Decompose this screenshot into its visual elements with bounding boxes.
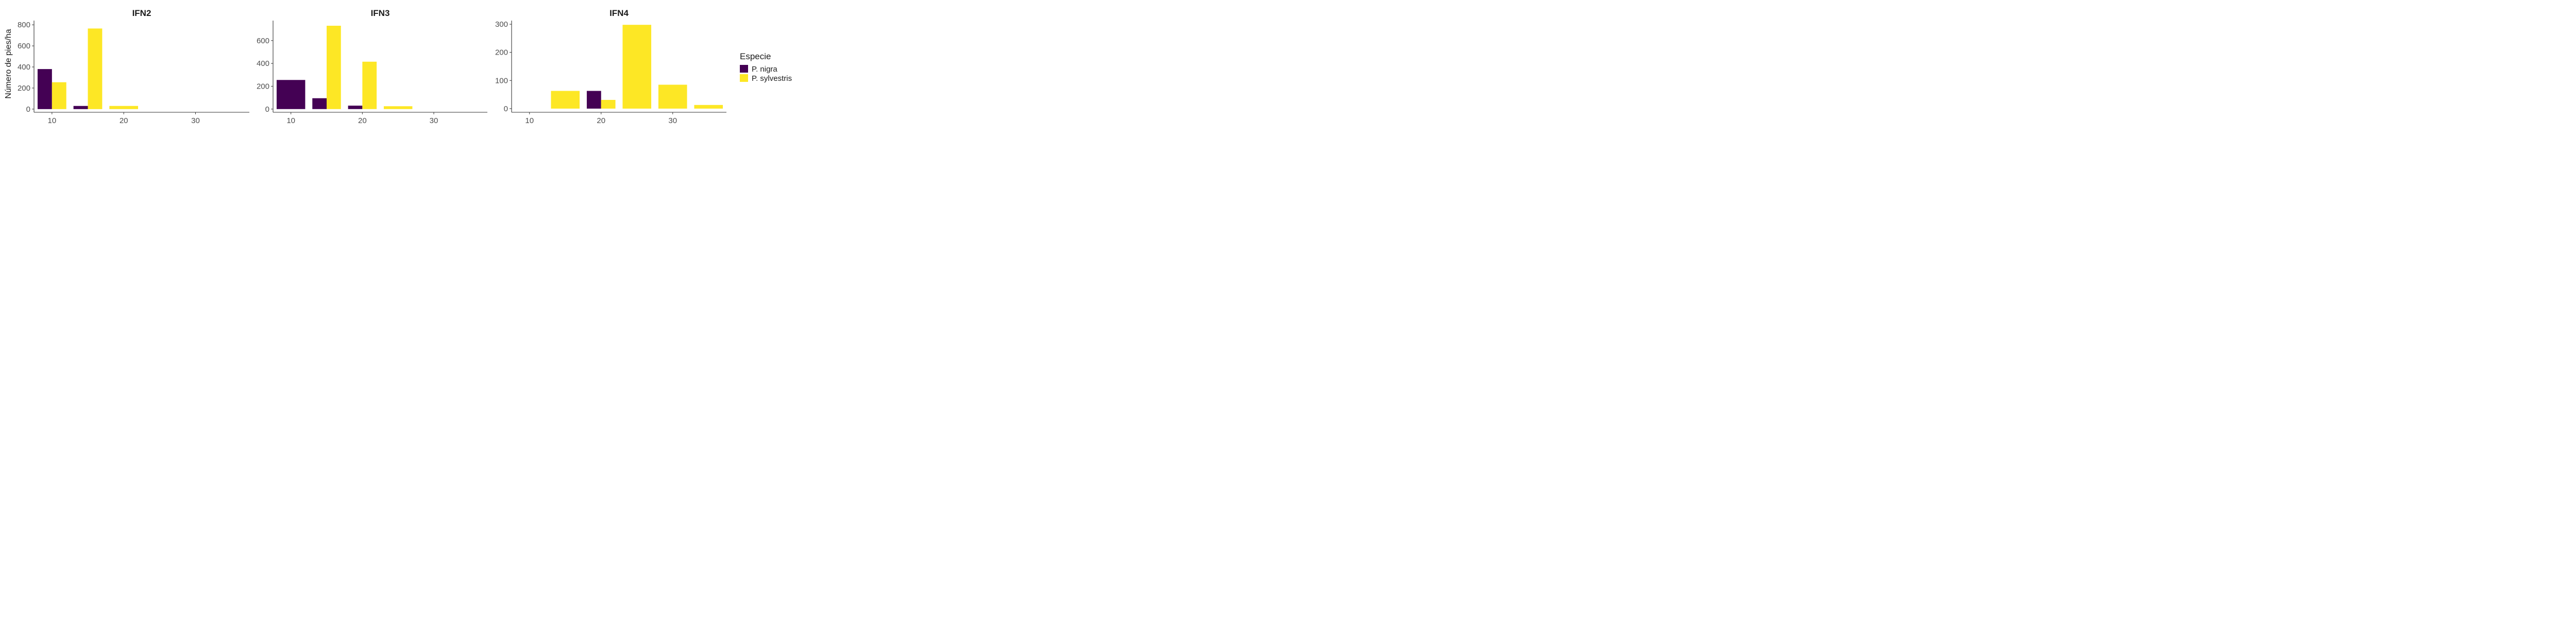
legend-label: P. sylvestris — [752, 74, 792, 83]
y-tick-label: 800 — [18, 21, 30, 29]
legend-key — [740, 74, 748, 82]
bar-p-nigra — [586, 91, 601, 109]
y-tick-label: 300 — [495, 20, 508, 29]
y-tick-label: 100 — [495, 76, 508, 85]
bar-p-nigra — [37, 69, 52, 109]
y-tick-label: 200 — [257, 82, 269, 91]
y-tick-label: 0 — [265, 105, 269, 114]
y-tick-label: 400 — [257, 59, 269, 68]
bar-p-sylvestris — [109, 106, 139, 109]
panel-ifn4: IFN4 0 100 200 300 10 20 30 — [495, 8, 726, 125]
bar-p-sylvestris — [694, 105, 723, 109]
x-tick-label: 30 — [191, 116, 200, 125]
panel-title: IFN4 — [609, 8, 629, 18]
bar-p-sylvestris — [327, 25, 341, 109]
bar-p-sylvestris — [622, 25, 652, 109]
panel-ifn2: IFN2 0 200 400 600 800 10 20 30 — [18, 8, 249, 125]
panel-title: IFN2 — [132, 8, 151, 18]
x-tick-label: 30 — [430, 116, 438, 125]
legend-key — [740, 65, 748, 73]
x-tick-label: 20 — [120, 116, 128, 125]
bar-p-nigra — [348, 106, 363, 109]
legend-label: P. nigra — [752, 65, 777, 74]
y-tick-label: 0 — [504, 105, 508, 113]
y-tick-label: 0 — [26, 105, 30, 114]
x-tick-label: 20 — [597, 116, 605, 125]
legend-title: Especie — [740, 52, 771, 61]
bar-p-sylvestris — [383, 106, 413, 109]
y-axis-title: Número de pies/ha — [4, 29, 13, 98]
bar-p-nigra — [312, 98, 327, 109]
y-tick-label: 200 — [18, 84, 30, 93]
bar-p-sylvestris — [658, 84, 687, 109]
x-tick-label: 10 — [47, 116, 56, 125]
x-tick-label: 30 — [668, 116, 677, 125]
bar-p-sylvestris — [362, 61, 377, 109]
y-tick-label: 400 — [18, 63, 30, 72]
y-tick-label: 600 — [257, 37, 269, 45]
x-tick-label: 10 — [286, 116, 295, 125]
bar-p-nigra — [73, 106, 88, 109]
bar-p-nigra — [276, 80, 306, 109]
y-tick-label: 600 — [18, 42, 30, 50]
x-tick-label: 20 — [358, 116, 367, 125]
bar-p-sylvestris — [88, 28, 103, 109]
y-tick-label: 200 — [495, 48, 508, 57]
panel-ifn3: IFN3 0 200 400 600 10 20 30 — [257, 8, 487, 125]
bar-p-sylvestris — [601, 99, 616, 109]
bar-p-sylvestris — [551, 91, 580, 109]
bar-p-sylvestris — [52, 82, 66, 109]
x-tick-label: 10 — [525, 116, 534, 125]
panel-title: IFN3 — [371, 8, 390, 18]
